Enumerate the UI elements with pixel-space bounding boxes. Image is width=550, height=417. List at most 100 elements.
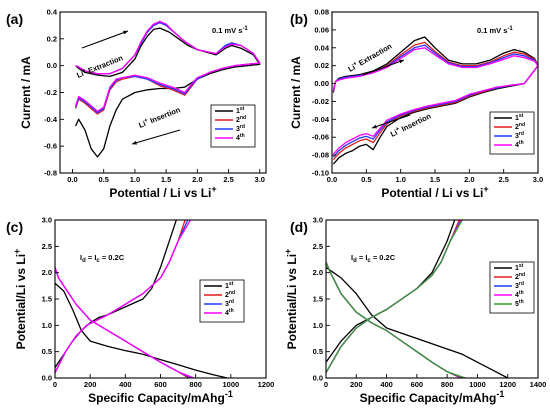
panel-label: (d) (290, 219, 308, 235)
y-tick-label: 1.0 (313, 321, 323, 330)
y-tick-label: 0.5 (42, 347, 52, 356)
x-tick-label: 1.5 (430, 175, 440, 184)
legend-label: 1st (515, 113, 524, 122)
x-tick-label: 800 (189, 380, 202, 389)
x-tick-label: 400 (119, 380, 132, 389)
legend-label: 1st (236, 106, 245, 115)
legend-box (210, 104, 256, 148)
series-line-3rd (326, 220, 463, 378)
y-tick-label: 3.0 (42, 216, 52, 225)
annotation: 0.1 mV s-1 (477, 26, 513, 35)
legend-label: 1st (515, 263, 524, 272)
plot-area (326, 220, 509, 378)
legend-label: 2nd (515, 272, 525, 281)
arrow-line (362, 59, 405, 76)
x-axis-label: Specific Capacity/mAhg-1 (360, 389, 505, 405)
series-line-3rd (55, 220, 192, 378)
annotation: Id = Ic = 0.2C (351, 253, 396, 264)
legend-label: 4th (515, 290, 524, 299)
y-tick-label: -0.10 (312, 169, 329, 178)
series-line-1st (332, 36, 538, 165)
y-tick-label: 0.0 (313, 374, 323, 383)
annotation: 0.1 mV s-1 (212, 26, 248, 35)
series-line-2nd (332, 41, 538, 161)
y-tick-label: 0.02 (314, 61, 329, 70)
annotation: Id = Ic = 0.2C (80, 253, 125, 264)
x-tick-label: 1200 (258, 380, 275, 389)
y-axis-label: Potential/Li vs Li+ (283, 249, 299, 350)
x-tick-label: 200 (350, 380, 363, 389)
series-line-3rd (332, 44, 538, 158)
y-tick-label: 2.0 (42, 268, 52, 277)
y-tick-label: 0.2 (47, 34, 57, 43)
x-tick-label: 3.0 (533, 175, 543, 184)
arrow-head (132, 140, 137, 145)
x-tick-label: 2.5 (498, 175, 508, 184)
y-tick-label: 1.5 (42, 295, 52, 304)
series-line-1st (75, 27, 261, 158)
y-tick-label: -0.08 (312, 151, 329, 160)
x-tick-label: 2.0 (192, 175, 202, 184)
series-line-4th (326, 220, 465, 378)
legend-label: 5th (515, 299, 524, 308)
y-tick-label: 1.5 (313, 295, 323, 304)
y-tick-label: 3.0 (313, 216, 323, 225)
y-tick-label: 2.0 (313, 268, 323, 277)
x-tick-label: 1400 (530, 380, 547, 389)
x-tick-label: 400 (380, 380, 393, 389)
y-tick-label: -0.6 (44, 142, 57, 151)
y-tick-label: -0.2 (44, 88, 57, 97)
x-tick-label: 800 (441, 380, 454, 389)
legend-label: 4th (515, 140, 524, 149)
y-tick-label: -0.4 (44, 115, 58, 124)
x-axis-label: Specific Capacity/mAhg-1 (88, 389, 233, 405)
x-tick-label: 0.5 (98, 175, 108, 184)
x-tick-label: 200 (84, 380, 97, 389)
x-tick-label: 0 (53, 380, 57, 389)
x-tick-label: 0.5 (361, 175, 371, 184)
y-tick-label: -0.06 (312, 133, 329, 142)
y-tick-label: 0.00 (314, 79, 329, 88)
arrow-line (371, 114, 411, 129)
x-tick-label: 1.5 (161, 175, 171, 184)
y-tick-label: 2.5 (42, 242, 52, 251)
y-tick-label: 0.04 (314, 43, 329, 52)
x-axis-label: Potential / Li vs Li+ (109, 184, 216, 200)
y-tick-label: 0.4 (47, 8, 58, 17)
annotation: Li+ Insertion (137, 105, 182, 130)
plot-area (74, 20, 261, 158)
chart-panel-a: 0.0 0.5 1.0 1.5 2.0 2.5 3.0 -0.8 -0.6 -0.4 -0.2 0.0… (6, 8, 267, 200)
x-tick-label: 1.0 (395, 175, 405, 184)
legend-box (199, 279, 245, 323)
chart-panel-c: 0 200 400 600 800 1000 1200 0.0 0.5 1.0 1.5 2.0 2.5 3… (6, 216, 274, 406)
y-axis-label: Current / mA (289, 56, 303, 129)
series-line-4th (55, 220, 195, 378)
series-line-4th (74, 20, 261, 112)
legend-label: 4th (236, 133, 245, 142)
x-tick-label: 1000 (222, 380, 239, 389)
y-tick-label: 0.0 (47, 61, 57, 70)
series-line-1st (326, 220, 509, 378)
legend-box (489, 111, 535, 155)
legend-label: 3rd (225, 299, 234, 308)
x-tick-label: 0.0 (327, 175, 337, 184)
y-tick-label: 0.5 (313, 347, 323, 356)
y-tick-label: 2.5 (313, 242, 323, 251)
x-axis-label: Potential / Li vs Li+ (381, 184, 488, 200)
legend-label: 3rd (515, 281, 524, 290)
arrow-head (123, 30, 128, 35)
y-axis-label: Current / mA (19, 56, 33, 129)
x-tick-label: 2.0 (464, 175, 474, 184)
y-tick-label: 0.0 (42, 374, 52, 383)
arrow-line (81, 30, 129, 49)
y-tick-label: 0.06 (314, 25, 329, 34)
x-tick-label: 3.0 (255, 175, 265, 184)
x-tick-label: 1200 (499, 380, 516, 389)
y-tick-label: -0.02 (312, 97, 329, 106)
x-tick-label: 1000 (469, 380, 486, 389)
series-line-5th (326, 220, 466, 378)
y-tick-label: -0.8 (44, 169, 57, 178)
